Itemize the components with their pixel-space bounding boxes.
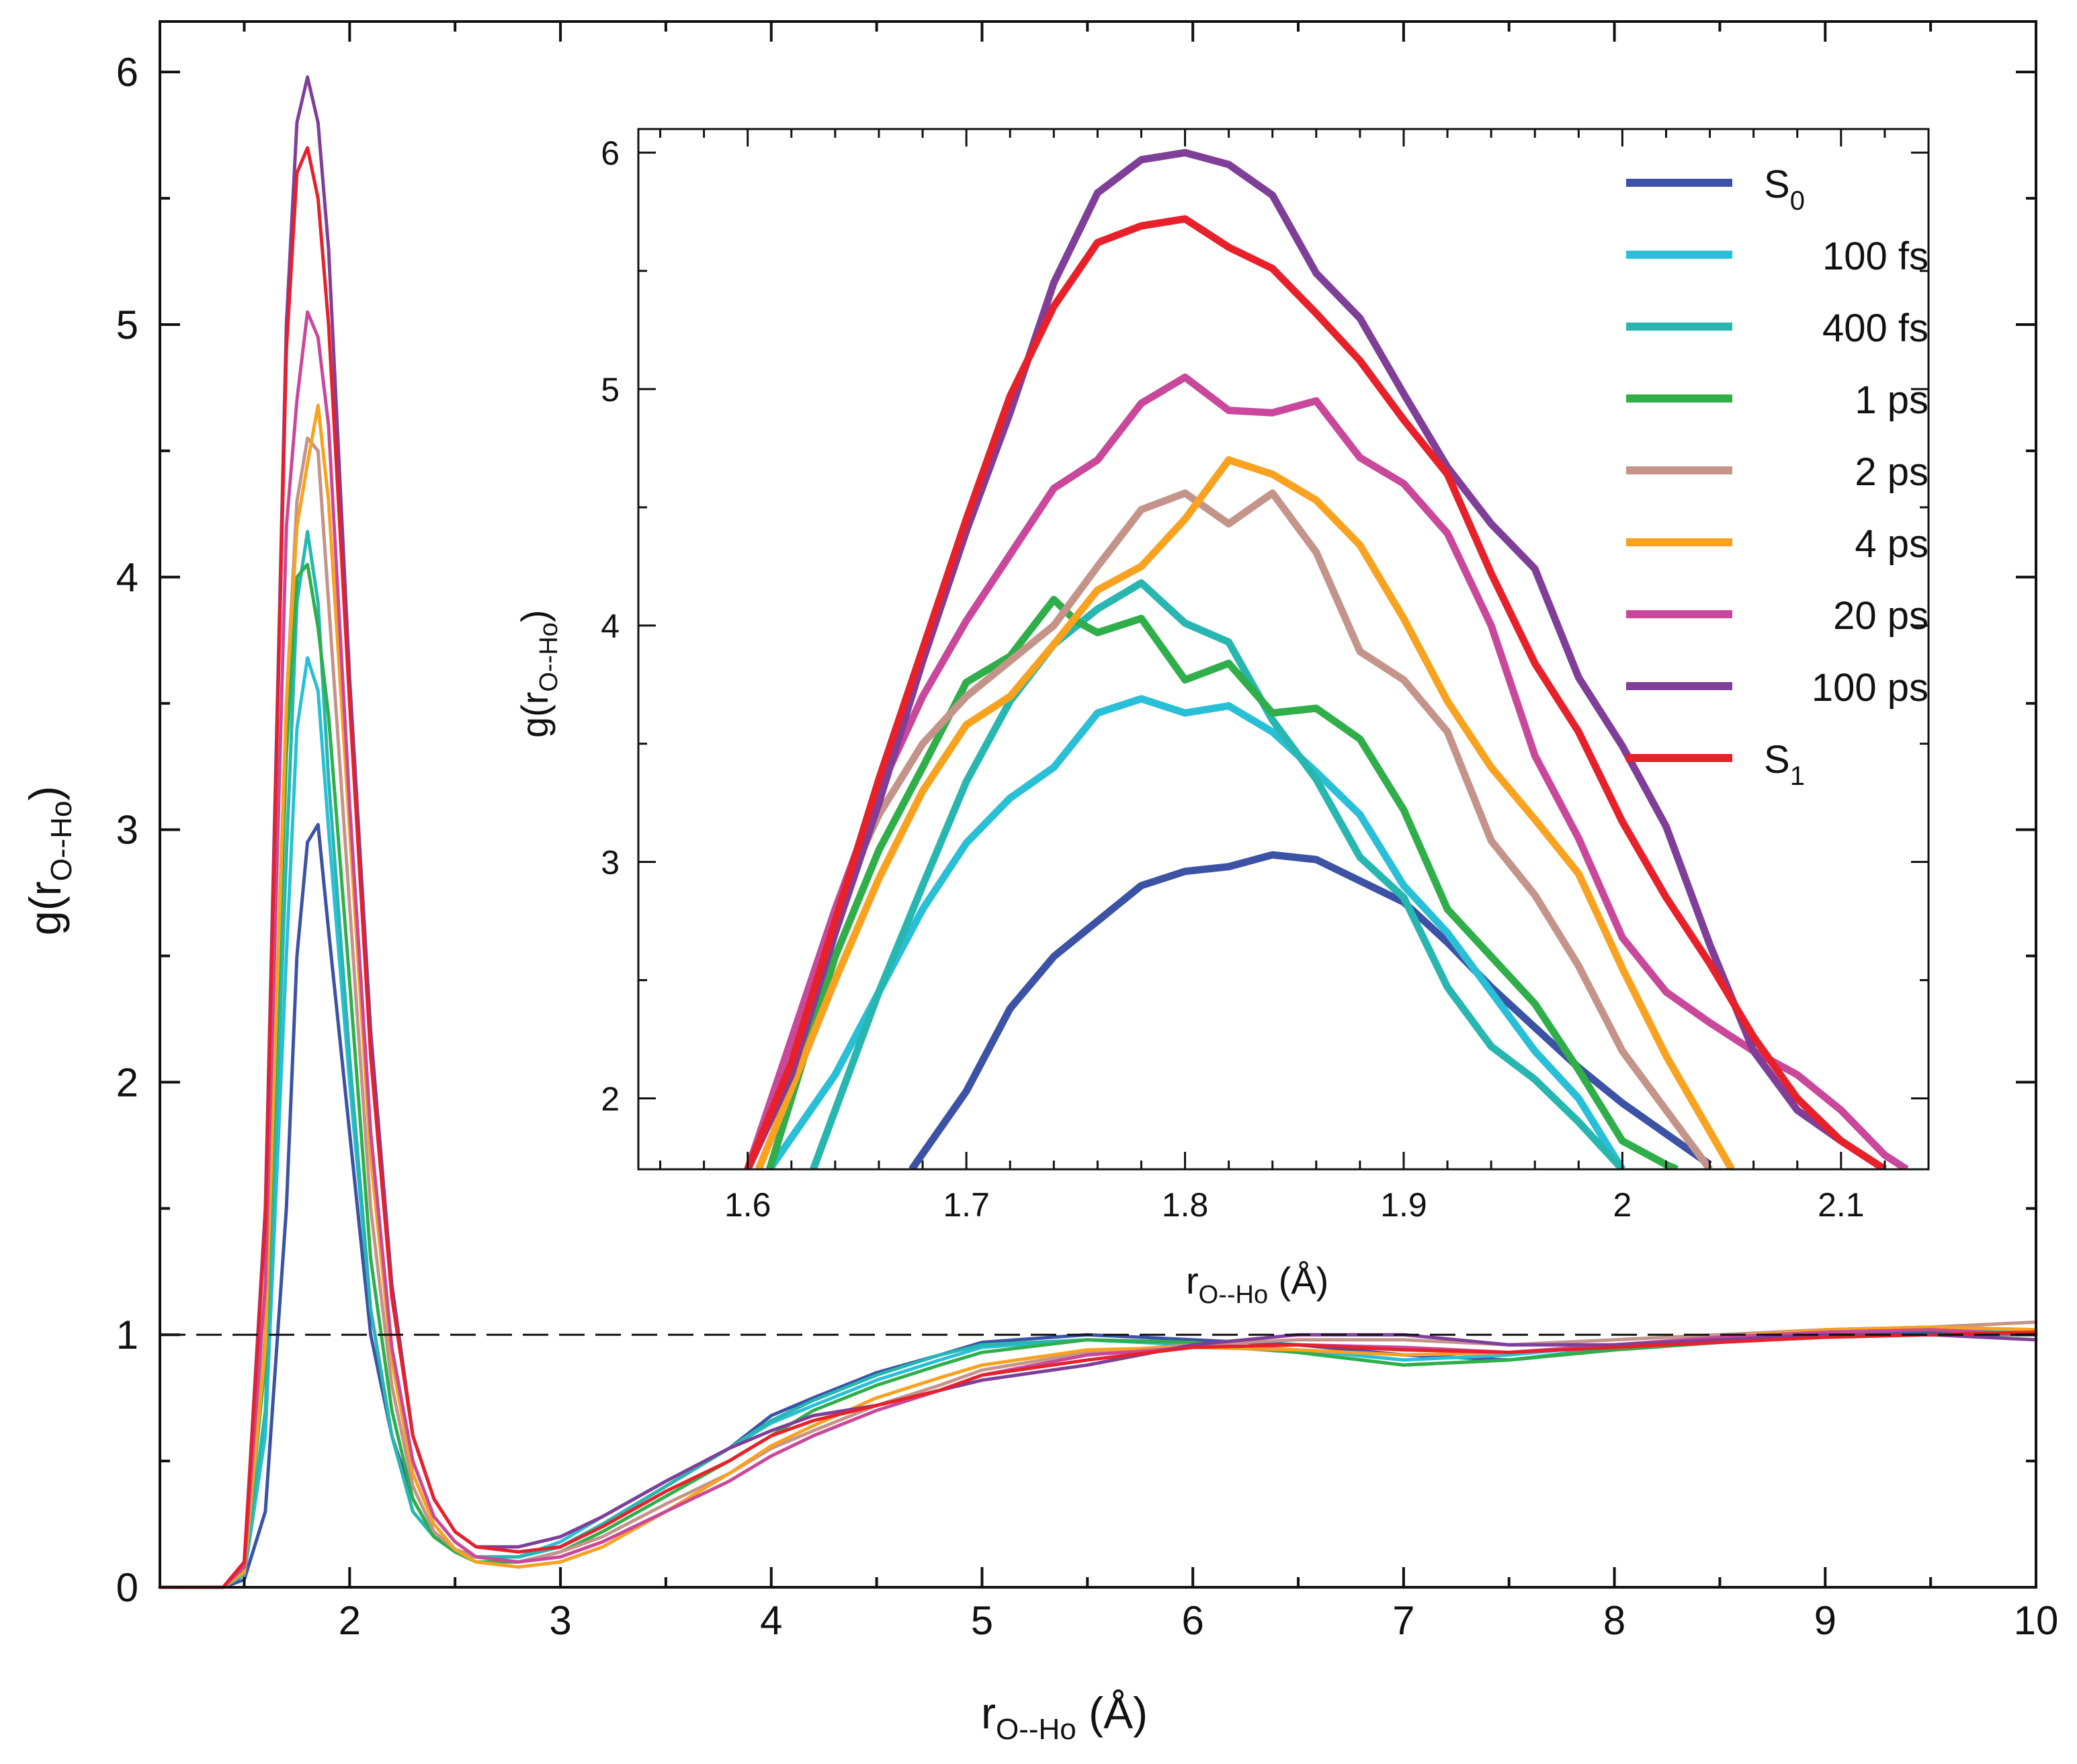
main-series-line-4 bbox=[158, 436, 2038, 1589]
main-series-group bbox=[158, 75, 2038, 1589]
main-x-tick-label: 7 bbox=[1392, 1598, 1414, 1643]
main-x-tick-labels: 2 3 4 5 6 7 8 9 10 bbox=[339, 1598, 2059, 1643]
inset-y-tick-label: 5 bbox=[601, 371, 620, 409]
inset-x-tick-labels: 1.6 1.7 1.8 1.9 2 2.1 bbox=[724, 1186, 1865, 1224]
legend-label-1: 100 fs bbox=[1822, 235, 1928, 278]
inset-y-tick-label: 2 bbox=[601, 1080, 620, 1118]
main-y-tick-label: 1 bbox=[116, 1312, 138, 1357]
inset-series-line-5 bbox=[755, 456, 1735, 1169]
inset-x-tick-label: 1.6 bbox=[724, 1186, 771, 1224]
inset-y-tick-labels: 2 3 4 5 6 bbox=[601, 134, 620, 1118]
inset-x-axis-title: rO--Ho (Å) bbox=[1186, 1259, 1328, 1309]
inset-y-tick-label: 3 bbox=[601, 844, 620, 882]
main-series-line-6 bbox=[158, 310, 2038, 1589]
main-y-tick-label: 3 bbox=[116, 808, 138, 853]
main-x-tick-label: 6 bbox=[1181, 1598, 1203, 1643]
legend-label-6: 20 ps bbox=[1833, 594, 1928, 638]
inset-series-group bbox=[744, 149, 1909, 1169]
main-x-tick-label: 8 bbox=[1603, 1598, 1625, 1643]
main-series-line-1 bbox=[158, 656, 2038, 1589]
main-series-line-5 bbox=[158, 403, 2038, 1589]
legend-label-4: 2 ps bbox=[1855, 450, 1928, 494]
inset-series-line-7 bbox=[744, 149, 1887, 1169]
inset-x-tick-label: 1.7 bbox=[943, 1186, 990, 1224]
main-y-tick-label: 2 bbox=[116, 1060, 138, 1105]
legend-label-5: 4 ps bbox=[1855, 522, 1928, 566]
main-series-line-8 bbox=[158, 146, 2038, 1589]
inset-y-axis-title: g(rO--Ho) bbox=[513, 610, 563, 738]
main-y-tick-labels: 0 1 2 3 4 5 6 bbox=[116, 50, 138, 1610]
inset-x-tick-label: 1.9 bbox=[1380, 1186, 1427, 1224]
main-x-tick-label: 9 bbox=[1814, 1598, 1836, 1643]
main-x-tick-label: 10 bbox=[2014, 1598, 2059, 1643]
main-y-axis-title: g(rO--Ho) bbox=[20, 786, 78, 935]
inset-series-line-4 bbox=[744, 489, 1713, 1169]
inset-y-tick-label: 6 bbox=[601, 134, 620, 172]
inset-plot-frame bbox=[637, 128, 1930, 1171]
main-x-tick-label: 2 bbox=[339, 1598, 361, 1643]
legend-label-2: 400 fs bbox=[1822, 306, 1928, 350]
main-plot: 2 3 4 5 6 7 8 9 10 0 1 2 3 4 5 6 rO--Ho (Å) g(rO--Ho) bbox=[20, 20, 2059, 1746]
legend-label-0: S0 bbox=[1764, 163, 1805, 216]
inset-series-line-6 bbox=[744, 373, 1909, 1169]
main-y-tick-label: 6 bbox=[116, 50, 138, 95]
main-x-tick-label: 3 bbox=[549, 1598, 571, 1643]
legend-label-7: 100 ps bbox=[1812, 666, 1928, 710]
legend-label-3: 1 ps bbox=[1855, 378, 1928, 422]
main-y-tick-label: 0 bbox=[116, 1565, 138, 1610]
legend-label-8: S1 bbox=[1764, 738, 1805, 791]
main-plot-frame bbox=[159, 20, 2037, 1589]
inset-series-line-1 bbox=[766, 695, 1626, 1169]
main-x-axis-title: rO--Ho (Å) bbox=[981, 1688, 1148, 1746]
main-y-tick-label: 5 bbox=[116, 302, 138, 347]
main-x-tick-label: 4 bbox=[760, 1598, 782, 1643]
main-y-tick-label: 4 bbox=[116, 555, 138, 600]
inset-background bbox=[638, 129, 1928, 1169]
main-axis-ticks bbox=[160, 22, 2037, 1589]
main-series-line-3 bbox=[158, 562, 2038, 1589]
inset-x-tick-label: 1.8 bbox=[1162, 1186, 1209, 1224]
inset-axis-ticks bbox=[638, 129, 1930, 1169]
main-x-tick-label: 5 bbox=[971, 1598, 993, 1643]
main-series-line-7 bbox=[158, 75, 2038, 1589]
inset-series-line-8 bbox=[744, 215, 1887, 1169]
inset-series-line-2 bbox=[810, 579, 1625, 1169]
inset-x-tick-label: 2.1 bbox=[1818, 1186, 1865, 1224]
inset-y-tick-label: 4 bbox=[601, 607, 620, 645]
inset-x-tick-label: 2 bbox=[1613, 1186, 1632, 1224]
inset-plot: 1.6 1.7 1.8 1.9 2 2.1 2 3 4 5 6 rO--Ho (Å) g(rO--… bbox=[513, 128, 1930, 1309]
